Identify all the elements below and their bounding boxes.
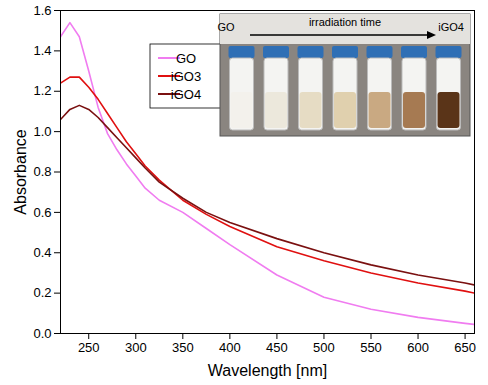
svg-text:Absorbance: Absorbance [12, 129, 29, 214]
svg-text:1.4: 1.4 [33, 43, 51, 58]
svg-text:1.0: 1.0 [33, 124, 51, 139]
svg-text:550: 550 [360, 340, 382, 355]
svg-text:1.6: 1.6 [33, 3, 51, 18]
svg-text:iGO4: iGO4 [171, 87, 201, 102]
svg-text:iGO3: iGO3 [171, 69, 201, 84]
svg-text:0.4: 0.4 [33, 245, 51, 260]
svg-text:400: 400 [219, 340, 241, 355]
svg-text:600: 600 [407, 340, 429, 355]
svg-text:iGO4: iGO4 [438, 21, 464, 33]
svg-text:0.0: 0.0 [33, 326, 51, 341]
svg-text:GO: GO [217, 21, 235, 33]
svg-text:1.2: 1.2 [33, 83, 51, 98]
svg-text:450: 450 [266, 340, 288, 355]
svg-text:Wavelength [nm]: Wavelength [nm] [208, 362, 327, 379]
svg-text:0.6: 0.6 [33, 205, 51, 220]
svg-text:350: 350 [172, 340, 194, 355]
svg-text:650: 650 [454, 340, 476, 355]
svg-text:300: 300 [125, 340, 147, 355]
svg-text:0.2: 0.2 [33, 285, 51, 300]
svg-text:0.8: 0.8 [33, 164, 51, 179]
svg-text:500: 500 [313, 340, 335, 355]
svg-text:250: 250 [78, 340, 100, 355]
svg-text:irradiation time: irradiation time [309, 16, 381, 28]
svg-text:GO: GO [176, 51, 196, 66]
